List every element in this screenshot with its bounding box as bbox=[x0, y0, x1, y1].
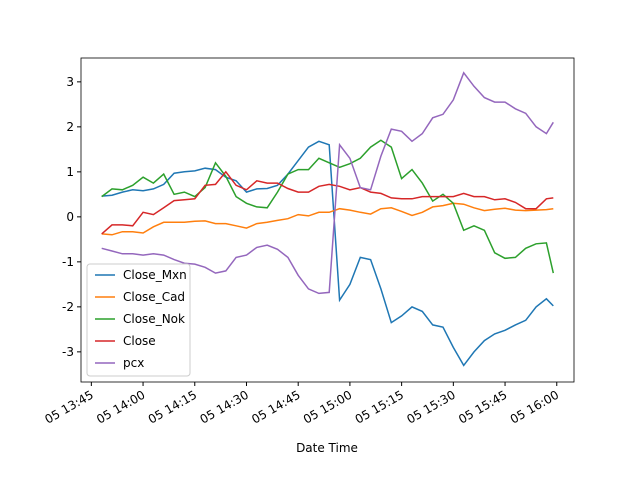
y-tick-label: 0 bbox=[66, 210, 74, 224]
legend-label: Close_Cad bbox=[123, 290, 185, 304]
y-tick-label: -3 bbox=[62, 345, 74, 359]
x-tick-label: 05 15:30 bbox=[404, 388, 457, 427]
series-line bbox=[101, 71, 554, 295]
y-tick-label: 2 bbox=[66, 120, 74, 134]
x-axis-label: Date Time bbox=[296, 441, 358, 455]
x-tick-label: 05 14:30 bbox=[198, 388, 251, 427]
series-line bbox=[101, 139, 555, 274]
x-tick-label: 05 14:00 bbox=[94, 388, 147, 427]
y-tick-label: 1 bbox=[66, 165, 74, 179]
legend-label: Close bbox=[123, 334, 156, 348]
x-tick-label: 05 14:15 bbox=[146, 388, 199, 427]
series-line bbox=[101, 170, 554, 235]
series-line bbox=[101, 140, 554, 367]
x-tick-label: 05 13:45 bbox=[42, 388, 95, 427]
plot-frame bbox=[80, 57, 575, 383]
x-tick-label: 05 15:00 bbox=[301, 388, 354, 427]
legend-label: Close_Mxn bbox=[123, 268, 187, 282]
legend-label: Close_Nok bbox=[123, 312, 185, 326]
legend bbox=[86, 263, 191, 377]
y-tick-label: -1 bbox=[62, 255, 74, 269]
x-tick-label: 05 15:15 bbox=[353, 388, 406, 427]
x-tick-label: 05 15:45 bbox=[456, 388, 509, 427]
legend-label: pcx bbox=[123, 356, 144, 370]
y-tick-label: -2 bbox=[62, 300, 74, 314]
y-tick-label: 3 bbox=[66, 75, 74, 89]
x-tick-label: 05 16:00 bbox=[508, 388, 561, 427]
series-line bbox=[101, 202, 554, 236]
x-tick-label: 05 14:45 bbox=[249, 388, 302, 427]
